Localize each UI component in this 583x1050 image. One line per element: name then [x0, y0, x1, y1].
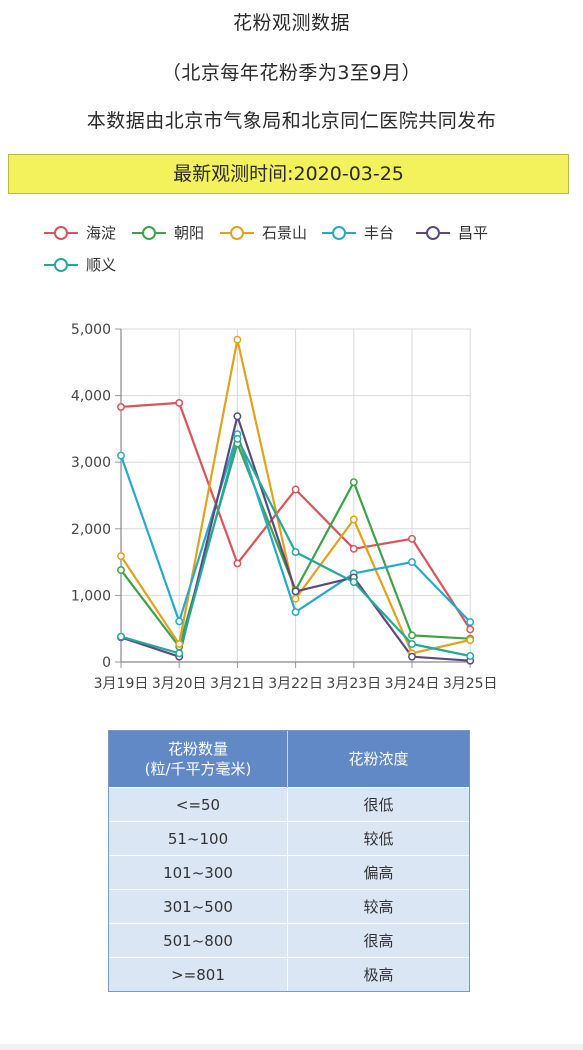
- y-tick-label: 0: [102, 655, 111, 671]
- pollen-line-chart: 0 1,000 2,000 3,000 4,000 5,000 3月19日 3月20日 3月21…: [71, 322, 498, 692]
- count-cell: 51~100: [109, 821, 288, 856]
- data-point: [233, 434, 242, 443]
- data-point: [175, 640, 184, 648]
- data-point: [408, 534, 416, 543]
- level-cell: 偏高: [287, 855, 469, 890]
- data-point: [408, 631, 416, 640]
- level-cell: 很低: [287, 787, 469, 822]
- legend-label: 丰台: [364, 224, 395, 242]
- legend-item[interactable]: 石景山: [218, 222, 307, 243]
- data-point: [349, 478, 358, 487]
- legend-label: 朝阳: [174, 224, 205, 242]
- x-tick-label: 3月19日: [94, 676, 149, 692]
- count-cell: >=801: [109, 957, 288, 991]
- count-cell: <=50: [109, 787, 288, 822]
- data-point: [291, 608, 300, 616]
- table-row: 301~500 较高: [109, 889, 469, 924]
- data-point: [349, 544, 358, 553]
- table-header-row: 花粉数量 (粒/千平方毫米) 花粉浓度: [109, 731, 469, 788]
- x-tick-label: 3月23日: [326, 676, 381, 692]
- level-cell: 较低: [287, 821, 469, 856]
- table-row: 51~100 较低: [109, 821, 469, 856]
- data-point: [291, 485, 300, 494]
- legend-marker-icon: [220, 225, 254, 240]
- data-point: [291, 594, 300, 603]
- level-cell: 极高: [287, 957, 469, 991]
- legend-item[interactable]: 海淀: [42, 222, 116, 243]
- table-row: >=801 极高: [109, 957, 469, 991]
- data-point: [466, 636, 475, 644]
- x-tick-label: 3月20日: [152, 676, 207, 692]
- legend-item[interactable]: 朝阳: [130, 222, 204, 243]
- y-tick-label: 3,000: [71, 455, 111, 471]
- table-row: 101~300 偏高: [109, 855, 469, 890]
- data-point: [291, 587, 300, 596]
- page-title: 花粉观测数据: [232, 12, 350, 34]
- header-count-line1: 花粉数量: [167, 740, 228, 758]
- y-tick-label: 2,000: [71, 522, 111, 538]
- legend-marker-icon: [44, 257, 78, 272]
- legend-label: 昌平: [458, 224, 489, 242]
- count-cell: 501~800: [109, 923, 288, 958]
- data-point: [408, 558, 416, 567]
- table-row: 501~800 很高: [109, 923, 469, 958]
- chart-legend: 海淀 朝阳 石景山 丰台 昌平顺义: [0, 222, 583, 282]
- header-count-line2: (粒/千平方毫米): [144, 760, 252, 778]
- level-cell: 很高: [287, 923, 469, 958]
- legend-marker-icon: [416, 225, 450, 240]
- legend-label: 海淀: [86, 224, 117, 242]
- table-row: <=50 很低: [109, 787, 469, 822]
- data-point: [233, 335, 242, 344]
- level-cell: 较高: [287, 889, 469, 924]
- y-tick-label: 1,000: [71, 588, 111, 604]
- legend-marker-icon: [132, 225, 166, 240]
- count-cell: 301~500: [109, 889, 288, 924]
- season-note: （北京每年花粉季为3至9月）: [161, 62, 422, 84]
- data-point: [117, 632, 125, 641]
- legend-item[interactable]: 顺义: [42, 254, 116, 275]
- count-cell: 101~300: [109, 855, 288, 890]
- legend-label: 石景山: [262, 224, 308, 242]
- x-tick-label: 3月21日: [210, 676, 265, 692]
- data-point: [408, 652, 416, 661]
- header-count: 花粉数量 (粒/千平方毫米): [109, 731, 288, 788]
- pollen-level-table: 花粉数量 (粒/千平方毫米) 花粉浓度 <=50 很低 51~100 较低 10…: [108, 730, 470, 992]
- x-tick-label: 3月22日: [268, 676, 323, 692]
- data-point: [349, 578, 358, 587]
- x-tick-label: 3月24日: [385, 676, 440, 692]
- legend-marker-icon: [44, 225, 78, 240]
- legend-label: 顺义: [86, 256, 117, 274]
- x-tick-label: 3月25日: [443, 676, 498, 692]
- y-tick-label: 4,000: [71, 389, 111, 405]
- data-point: [117, 451, 125, 460]
- legend-marker-icon: [322, 225, 356, 240]
- data-point: [466, 618, 475, 626]
- data-point: [117, 566, 125, 575]
- data-point: [466, 652, 475, 660]
- data-point: [233, 559, 242, 568]
- data-point: [175, 398, 184, 407]
- data-point: [349, 515, 358, 524]
- legend-item[interactable]: 昌平: [414, 222, 488, 243]
- data-point: [408, 640, 416, 648]
- header-level: 花粉浓度: [287, 731, 469, 788]
- data-point: [117, 402, 125, 411]
- data-point: [117, 552, 125, 561]
- source-note: 本数据由北京市气象局和北京同仁医院共同发布: [86, 110, 497, 132]
- data-point: [175, 617, 184, 626]
- data-point: [291, 548, 300, 557]
- latest-observation-banner: 最新观测时间:2020-03-25: [8, 154, 569, 194]
- data-point: [175, 649, 184, 658]
- data-point: [466, 625, 475, 634]
- y-tick-label: 5,000: [71, 322, 111, 338]
- data-point: [233, 412, 242, 421]
- legend-item[interactable]: 丰台: [320, 222, 394, 243]
